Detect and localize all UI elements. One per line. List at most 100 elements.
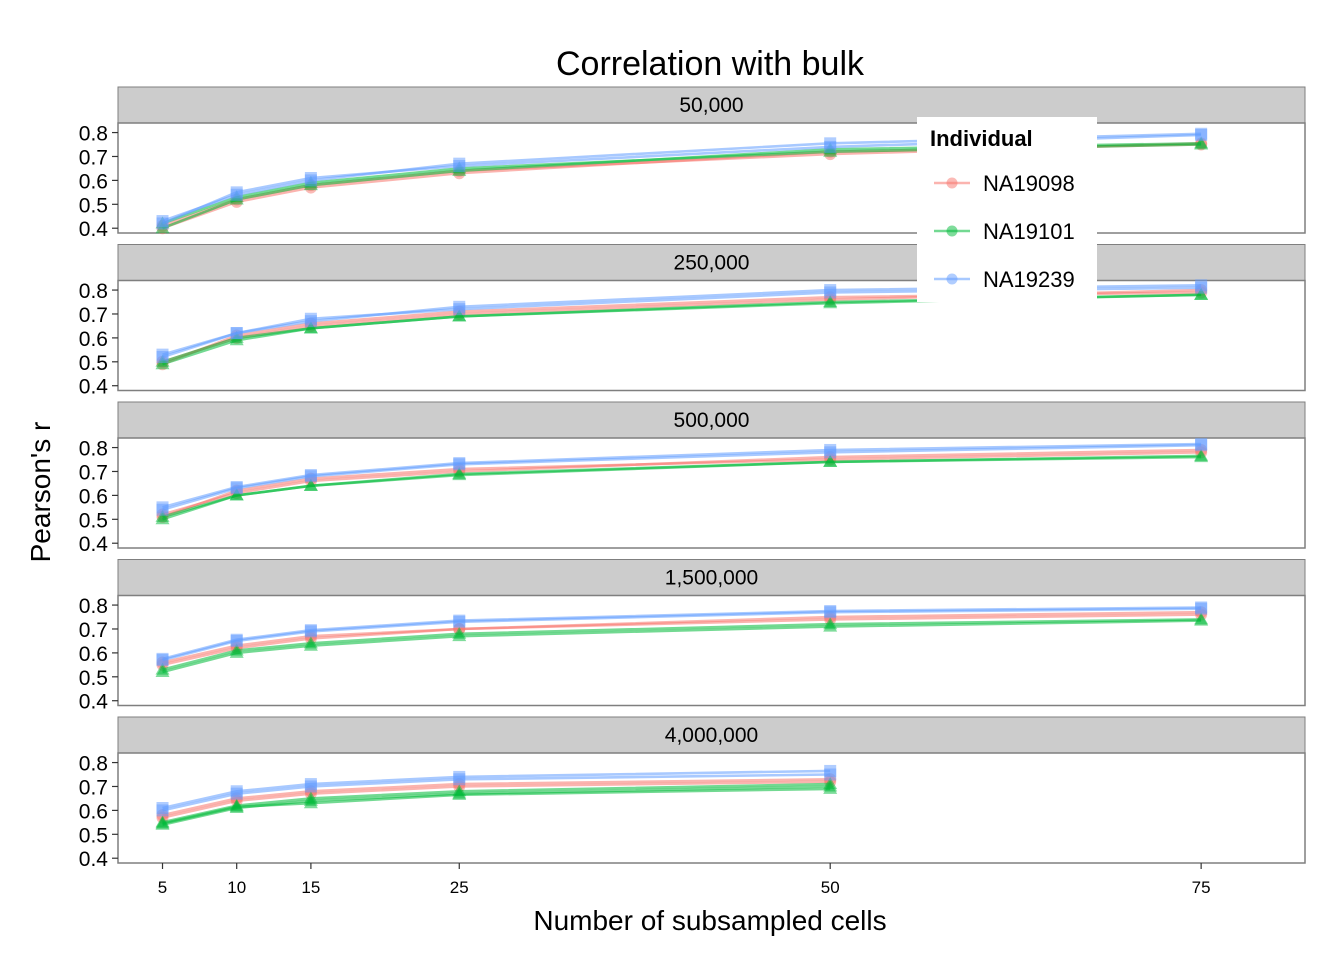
data-point [304,780,317,793]
data-point [155,662,170,675]
series-line [162,286,1202,359]
data-point [304,470,317,483]
x-tick-label: 5 [158,878,167,897]
y-tick-label: 0.5 [79,509,108,532]
data-point [1194,287,1209,300]
y-tick-label: 0.8 [79,438,108,461]
data-point [823,781,838,794]
legend-background [917,117,1097,302]
data-point [453,458,466,471]
data-point [304,312,317,325]
facet-panel: 500,000 0.40.50.60.70.8 [79,401,1306,556]
y-tick-label: 0.4 [79,848,109,871]
facet-strip-label: 500,000 [674,409,750,432]
data-point [304,625,317,638]
y-tick-label: 0.7 [79,146,108,169]
data-point [304,172,317,184]
y-tick-label: 0.4 [79,691,109,714]
series-line [162,619,1202,674]
series-line [162,293,1202,364]
y-tick-label: 0.8 [79,595,108,618]
y-tick-label: 0.6 [79,485,108,508]
series-line [162,143,1202,225]
data-point [1194,612,1209,625]
x-axis: 5 10 15 25 50 75 [158,863,1211,897]
series-line [161,133,1202,225]
facet-panel: 4,000,000 0.40.50.60.70.8 [79,716,1306,871]
data-point [824,606,837,619]
data-point [303,321,318,334]
data-point [156,804,169,817]
y-tick-label: 0.4 [79,218,109,241]
legend-key-marker [946,273,958,285]
data-point [1195,439,1208,452]
data-point [303,478,318,491]
series-line [162,142,1202,230]
data-point [230,327,243,340]
legend: Individual NA19098 NA19101 NA19239 [917,117,1097,302]
facet-strip [117,716,1306,754]
data-point [230,186,243,199]
x-tick-label: 25 [450,878,469,897]
data-point [452,787,467,800]
series-line [162,451,1202,519]
facet-strip-label: 250,000 [674,252,750,275]
legend-title: Individual [930,126,1033,151]
data-point [230,787,243,800]
legend-entry-label: NA19101 [983,219,1075,244]
data-point [452,468,467,481]
data-point [453,615,466,628]
data-point [303,796,318,809]
facet-plot-area [117,752,1306,864]
legend-entry-label: NA19098 [983,171,1075,196]
x-axis-label: Number of subsampled cells [533,905,886,936]
y-tick-label: 0.8 [79,280,108,303]
y-tick-label: 0.4 [79,376,109,399]
legend-entry-label: NA19239 [983,267,1075,292]
y-tick-label: 0.5 [79,824,108,847]
x-tick-label: 10 [227,878,246,897]
y-tick-label: 0.5 [79,352,108,375]
data-point [824,768,837,781]
data-point [156,217,169,230]
series-line [162,454,1202,519]
series-line [162,443,1202,511]
facet-panel: 1,500,000 0.40.50.60.70.8 [79,559,1306,714]
y-tick-label: 0.7 [79,619,108,642]
data-point [303,636,318,649]
y-tick-label: 0.8 [79,123,108,146]
facet-strip [117,86,1306,124]
data-point [230,634,243,647]
y-tick-label: 0.7 [79,304,108,327]
data-point [229,799,244,812]
x-tick-label: 50 [821,878,840,897]
legend-key-marker [946,225,958,237]
series-line [162,618,1202,671]
x-tick-label: 15 [301,878,320,897]
series-line [162,607,1202,662]
data-point [823,295,838,308]
data-point [229,488,244,501]
data-point [156,654,169,667]
facet-plot-area [117,122,1306,234]
y-tick-label: 0.6 [79,800,108,823]
data-point [1195,602,1208,615]
data-point [453,773,466,786]
data-point [156,503,169,516]
data-point [1195,128,1208,141]
series-line [162,448,1202,516]
facet-strip [117,401,1306,439]
y-tick-label: 0.6 [79,328,108,351]
y-tick-label: 0.7 [79,461,108,484]
facet-strip [117,559,1306,596]
data-point [230,482,243,495]
legend-key-marker [946,177,958,189]
data-point [824,446,837,459]
data-point [823,454,838,467]
data-point [453,303,466,316]
data-point [824,286,837,299]
y-tick-label: 0.5 [79,667,108,690]
y-tick-label: 0.5 [79,194,108,217]
data-point [453,160,466,173]
